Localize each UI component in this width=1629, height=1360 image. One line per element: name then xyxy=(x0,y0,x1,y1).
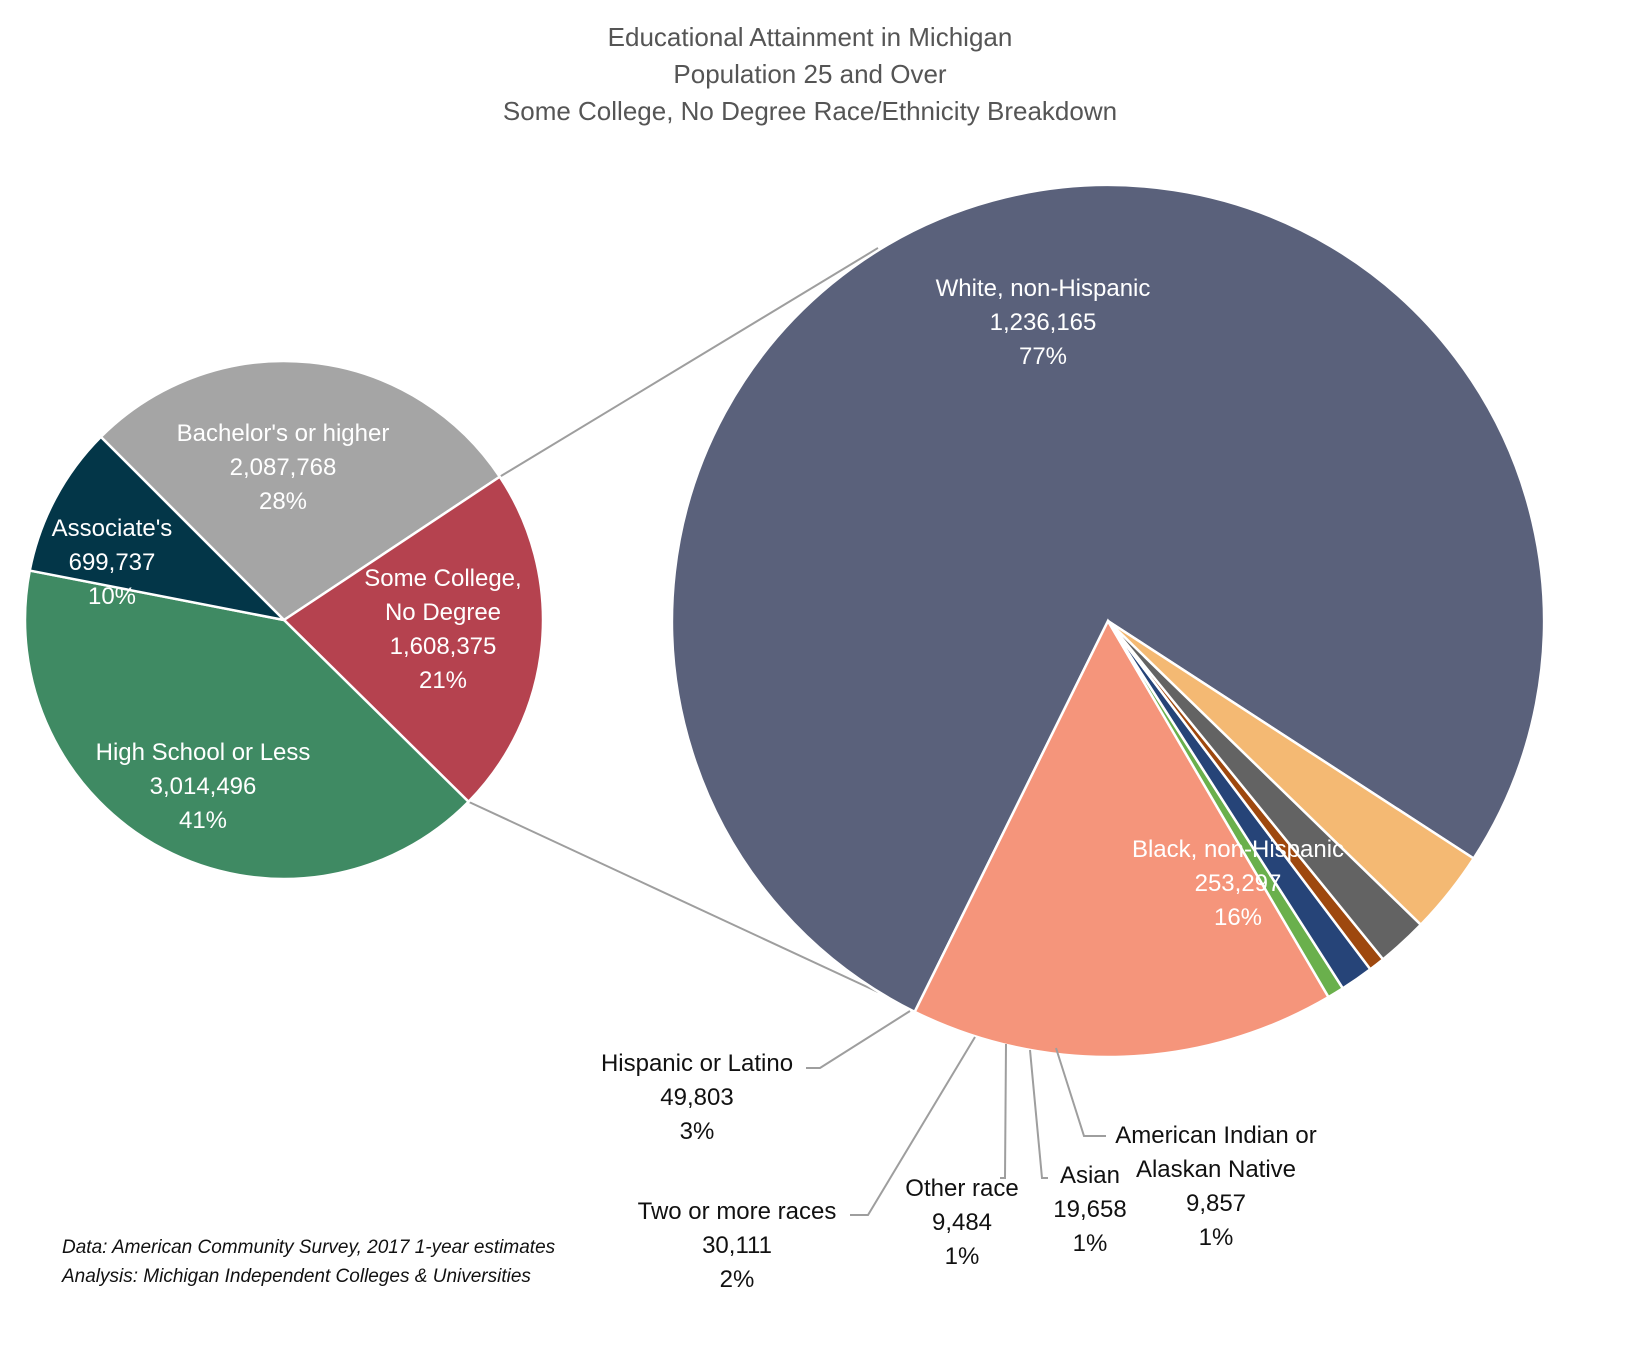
breakdown-label-name: Other race xyxy=(905,1175,1018,1202)
main-label-bachelor-s-or-higher: Bachelor's or higher 2,087,768 28% xyxy=(177,420,390,515)
main-slice-bachelor-s-or-higher xyxy=(99,359,502,622)
breakdown-label-value: 19,658 xyxy=(1053,1196,1126,1223)
main-label-value: 3,014,496 xyxy=(150,773,257,800)
chart-title: Educational Attainment in Michigan Popul… xyxy=(503,22,1117,126)
breakdown-pie xyxy=(670,183,1546,1059)
breakdown-label-percent: 1% xyxy=(1199,1224,1234,1251)
breakdown-label-name: Black, non-Hispanic xyxy=(1132,836,1344,863)
breakdown-label-name: Hispanic or Latino xyxy=(601,1050,793,1077)
breakdown-label-hispanic-or-latino: Hispanic or Latino 49,803 3% xyxy=(601,1050,793,1145)
breakdown-label-american-indian-or-alaskan-native: American Indian or Alaskan Native 9,857 1% xyxy=(1115,1122,1316,1251)
breakdown-label-name: Two or more races xyxy=(638,1198,837,1225)
chart-title-line-3: Some College, No Degree Race/Ethnicity B… xyxy=(503,96,1117,126)
leader-line-asian xyxy=(1029,1049,1048,1179)
main-slice-associate-s xyxy=(28,435,288,623)
main-slice-high-school-or-less xyxy=(23,569,471,881)
breakdown-label-percent: 2% xyxy=(720,1266,755,1293)
breakdown-label-asian: Asian 19,658 1% xyxy=(1053,1162,1126,1257)
main-label-high-school-or-less: High School or Less 3,014,496 41% xyxy=(96,739,311,834)
main-label-percent: 28% xyxy=(259,488,307,515)
breakdown-label-black-non-hispanic: Black, non-Hispanic 253,297 16% xyxy=(1132,836,1344,931)
leader-lines xyxy=(806,1010,1106,1216)
breakdown-slice-white-non-hispanic xyxy=(670,183,1546,1014)
main-label-name: Associate's xyxy=(52,515,173,542)
source-note: Data: American Community Survey, 2017 1-… xyxy=(61,1237,556,1287)
main-label-name: No Degree xyxy=(385,599,501,626)
breakdown-label-other-race: Other race 9,484 1% xyxy=(905,1175,1018,1270)
connector-line-top xyxy=(499,247,879,478)
main-label-value: 1,608,375 xyxy=(390,633,497,660)
source-note-analysis: Analysis: Michigan Independent Colleges … xyxy=(61,1266,531,1287)
breakdown-label-name: White, non-Hispanic xyxy=(936,275,1151,302)
slice-labels: Bachelor's or higher 2,087,768 28% Some Col… xyxy=(52,275,1344,1293)
main-label-associate-s: Associate's 699,737 10% xyxy=(52,515,173,610)
breakdown-label-value: 1,236,165 xyxy=(990,309,1097,336)
main-label-percent: 41% xyxy=(179,807,227,834)
breakdown-label-two-or-more-races: Two or more races 30,111 2% xyxy=(638,1198,837,1293)
breakdown-label-value: 253,297 xyxy=(1195,870,1282,897)
breakdown-slice-hispanic-or-latino xyxy=(1107,619,1476,927)
pie-connector-lines xyxy=(468,247,879,993)
main-label-percent: 10% xyxy=(88,583,136,610)
main-label-name: Bachelor's or higher xyxy=(177,420,390,447)
breakdown-label-value: 9,484 xyxy=(932,1209,992,1236)
leader-line-hispanic-or-latino xyxy=(806,1010,911,1069)
main-label-name: Some College, xyxy=(364,565,521,592)
chart-title-line-2: Population 25 and Over xyxy=(673,59,947,89)
breakdown-label-value: 49,803 xyxy=(660,1084,733,1111)
breakdown-label-percent: 77% xyxy=(1019,343,1067,370)
leader-line-other-race xyxy=(1000,1043,1007,1179)
breakdown-label-white-non-hispanic: White, non-Hispanic 1,236,165 77% xyxy=(936,275,1151,370)
main-label-some-college-no-degree: Some College, No Degree 1,608,375 21% xyxy=(364,565,521,694)
breakdown-label-percent: 16% xyxy=(1214,904,1262,931)
breakdown-label-percent: 1% xyxy=(1073,1230,1108,1257)
leader-line-american-indian-or-alaskan-native xyxy=(1055,1047,1106,1137)
breakdown-slice-black-non-hispanic xyxy=(913,618,1331,1059)
main-slice-some-college-no-degree xyxy=(282,475,545,804)
breakdown-label-name: Asian xyxy=(1060,1162,1120,1189)
connector-line-bottom xyxy=(468,800,879,993)
main-pie xyxy=(23,359,545,881)
main-label-percent: 21% xyxy=(419,667,467,694)
breakdown-label-name: Alaskan Native xyxy=(1136,1156,1296,1183)
breakdown-label-percent: 1% xyxy=(945,1243,980,1270)
chart-title-line-1: Educational Attainment in Michigan xyxy=(608,22,1013,52)
breakdown-label-percent: 3% xyxy=(680,1118,715,1145)
leader-line-two-or-more-races xyxy=(850,1036,976,1216)
breakdown-label-value: 9,857 xyxy=(1186,1190,1246,1217)
main-label-value: 699,737 xyxy=(69,549,156,576)
main-label-name: High School or Less xyxy=(96,739,311,766)
main-label-value: 2,087,768 xyxy=(230,454,337,481)
breakdown-label-value: 30,111 xyxy=(702,1232,772,1259)
breakdown-label-name: American Indian or xyxy=(1115,1122,1316,1149)
source-note-data: Data: American Community Survey, 2017 1-… xyxy=(62,1237,556,1258)
